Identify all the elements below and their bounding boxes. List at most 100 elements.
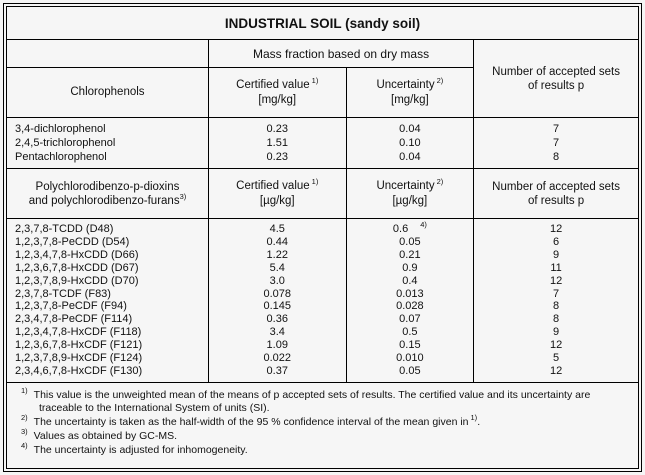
- footnote-text: This value is the unweighted mean of the…: [33, 388, 591, 414]
- certified-values-table: INDUSTRIAL SOIL (sandy soil) Mass fracti…: [6, 6, 639, 470]
- sets-count: 8: [553, 313, 560, 326]
- uncertainty-value: 0.05: [399, 364, 421, 377]
- title-row: INDUSTRIAL SOIL (sandy soil): [6, 6, 639, 40]
- uncertainty-value: 0.013: [396, 287, 424, 300]
- uncertainty-value: 0.21: [399, 248, 421, 261]
- dioxins-section-label: Polychlorodibenzo-p-dioxins and polychlo…: [6, 168, 209, 219]
- certified-value-header-ug: Certified value 1) [µg/kg]: [207, 168, 347, 219]
- dioxins-data-row: 2,3,7,8-TCDD (D48) 1,2,3,7,8-PeCDD (D54)…: [6, 218, 639, 383]
- sets-count: 7: [553, 287, 560, 300]
- uncertainty-value: 0.04: [399, 123, 421, 135]
- substance-name: 1,2,3,7,8,9-HxCDD (D70): [15, 274, 139, 287]
- certified-value: 5.4: [269, 261, 285, 274]
- sets-count: 12: [549, 364, 563, 377]
- uncertainty-value: 0.04: [399, 151, 421, 163]
- footnotes-area: 1) This value is the unweighted mean of t…: [6, 381, 639, 470]
- certified-value: 0.078: [263, 287, 292, 300]
- accepted-sets-header-2: Number of accepted sets of results p: [473, 168, 639, 219]
- certified-label: Certified value: [236, 78, 310, 91]
- footnote-text: Values as obtained by GC-MS.: [33, 429, 178, 442]
- certified-value: 1.22: [266, 248, 288, 261]
- certified-value: 0.44: [266, 235, 288, 248]
- substance-name: 2,3,4,6,7,8-HxCDF (F130): [15, 364, 143, 377]
- certified-value: 0.37: [266, 364, 288, 377]
- sets-count: 11: [550, 261, 562, 274]
- uncertainty-value: 0.07: [399, 313, 421, 326]
- substance-name: 1,2,3,4,7,8-HxCDF (F118): [15, 326, 142, 339]
- footnote-marker: 4): [21, 441, 28, 451]
- certified-value: 1.51: [266, 137, 288, 149]
- substance-name: 1,2,3,4,7,8-HxCDD (D66): [15, 248, 139, 261]
- dioxins-certified-cell: 4.5 0.44 1.22 5.4 3.0 0.078 0.145 0.36 3…: [207, 218, 347, 383]
- footnote-ref-4: 4): [420, 220, 427, 230]
- uncertainty-value: 0.9: [402, 261, 418, 274]
- dioxins-header-row: Polychlorodibenzo-p-dioxins and polychlo…: [6, 168, 639, 219]
- sets-count: 12: [549, 274, 563, 287]
- footnote-text: The uncertainty is taken as the half-wid…: [33, 415, 469, 428]
- chlorophenols-header-row: Chlorophenols Certified value 1) [mg/kg] …: [6, 67, 639, 118]
- table-title: INDUSTRIAL SOIL (sandy soil): [6, 6, 639, 40]
- sets-count: 12: [549, 223, 563, 235]
- sets-count: 9: [553, 326, 560, 339]
- chlorophenols-uncertainty-cell: 0.04 0.10 0.04: [345, 117, 475, 169]
- mass-fraction-row: Mass fraction based on dry mass Number o…: [6, 39, 639, 118]
- sets-count: 5: [553, 352, 560, 365]
- certified-value-header: Certified value 1) [mg/kg]: [207, 67, 347, 118]
- sets-count: 9: [553, 248, 560, 261]
- substance-name: 2,4,5-trichlorophenol: [15, 137, 116, 149]
- sets-count: 7: [553, 137, 560, 149]
- certified-value: 4.5: [269, 223, 285, 235]
- chlorophenols-data-row: 3,4-dichlorophenol 2,4,5-trichlorophenol…: [6, 117, 639, 169]
- certified-value: 1.09: [266, 339, 288, 352]
- footnote-4: 4) The uncertainty is adjusted for inhomo…: [15, 441, 628, 457]
- certified-value: 0.23: [266, 151, 288, 163]
- substance-name: 1,2,3,6,7,8-HxCDF (F121): [15, 339, 143, 352]
- certified-value: 3.4: [269, 326, 285, 339]
- footnote-1: 1) This value is the unweighted mean of t…: [15, 386, 628, 415]
- footnote-ref-2: 2): [436, 176, 444, 186]
- substance-name: 1,2,3,7,8-PeCDF (F94): [15, 300, 127, 313]
- uncertainty-header: Uncertainty 2) [mg/kg]: [345, 67, 475, 118]
- dioxins-uncertainty-cell: 0.6 4) 0.05 0.21 0.9 0.4 0.013 0.028 0.07…: [345, 218, 475, 383]
- chlorophenols-names-cell: 3,4-dichlorophenol 2,4,5-trichlorophenol…: [6, 117, 209, 169]
- substance-name: 1,2,3,7,8,9-HxCDF (F124): [15, 352, 143, 365]
- substance-name: 1,2,3,7,8-PeCDD (D54): [15, 235, 130, 248]
- footnote-3: 3) Values as obtained by GC-MS.: [15, 427, 628, 443]
- chlorophenols-sets-cell: 7 7 8: [473, 117, 639, 169]
- uncertainty-unit: [mg/kg]: [391, 93, 429, 106]
- sets-count: 6: [553, 235, 560, 248]
- dioxins-names-cell: 2,3,7,8-TCDD (D48) 1,2,3,7,8-PeCDD (D54)…: [6, 218, 209, 383]
- substance-name: Pentachlorophenol: [15, 151, 107, 163]
- document-frame: INDUSTRIAL SOIL (sandy soil) Mass fracti…: [3, 3, 642, 472]
- footnote-ref-2: 2): [436, 75, 444, 85]
- certified-value: 0.145: [263, 300, 292, 313]
- sets-count: 8: [553, 151, 560, 163]
- empty-cell: [6, 39, 209, 68]
- accepted-sets-header: Number of accepted sets of results p: [473, 39, 639, 118]
- uncertainty-value: 0.15: [399, 339, 421, 352]
- footnote-ref-1: 1): [470, 413, 478, 423]
- certified-label: Certified value: [236, 179, 310, 192]
- certified-value: 0.23: [266, 123, 288, 135]
- footnote-ref-1: 1): [311, 176, 319, 186]
- footnote-ref-1: 1): [311, 75, 319, 85]
- footnote-marker: 3): [21, 427, 28, 437]
- uncertainty-label: Uncertainty: [376, 78, 435, 91]
- footnote-tail: .: [477, 415, 481, 428]
- chlorophenols-certified-cell: 0.23 1.51 0.23: [207, 117, 347, 169]
- dioxins-label-line2: and polychlorodibenzo-furans: [28, 194, 180, 207]
- certified-unit: [mg/kg]: [258, 93, 297, 106]
- uncertainty-value: 0.010: [396, 352, 424, 365]
- footnote-marker: 1): [21, 386, 28, 396]
- substance-name: 2,3,7,8-TCDF (F83): [15, 287, 111, 300]
- certified-value: 0.022: [263, 352, 292, 365]
- dioxins-sets-cell: 12 6 9 11 12 7 8 8 9 12 5 12: [473, 218, 639, 383]
- dioxins-label-line1: Polychlorodibenzo-p-dioxins: [35, 180, 180, 193]
- uncertainty-label: Uncertainty: [376, 179, 435, 192]
- mass-fraction-header: Mass fraction based on dry mass: [207, 39, 475, 68]
- uncertainty-value: 0.028: [396, 300, 424, 313]
- sets-count: 7: [553, 123, 560, 135]
- footnote-text: The uncertainty is adjusted for inhomoge…: [33, 443, 248, 456]
- substance-name: 1,2,3,6,7,8-HxCDD (D67): [15, 261, 139, 274]
- uncertainty-value: 0.6: [392, 223, 409, 235]
